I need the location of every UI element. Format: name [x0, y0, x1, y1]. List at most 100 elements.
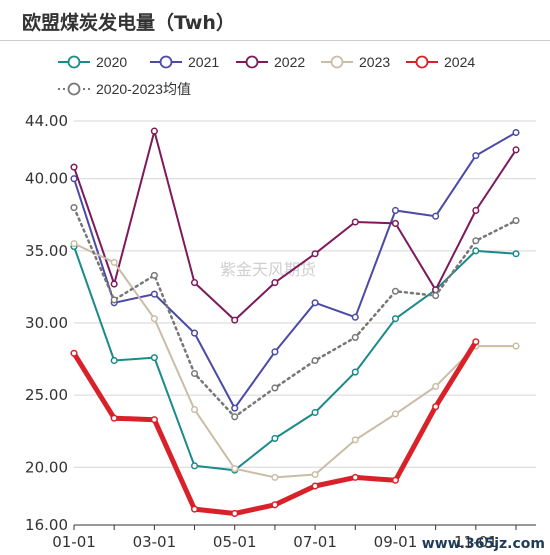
x-tick-label: 03-01 [133, 533, 177, 551]
legend-item-2022: 2022 [236, 54, 305, 70]
data-point-2021 [150, 290, 158, 298]
x-tick-label: 11-01 [454, 533, 498, 551]
legend-item-2023: 2023 [321, 54, 390, 70]
series-2021 [70, 128, 520, 412]
x-tick-label: 01-01 [52, 533, 96, 551]
data-point-2020-2023- [271, 384, 279, 392]
data-point-2020-2023- [110, 296, 118, 304]
series-line-2020 [73, 245, 517, 472]
legend-label: 2022 [274, 54, 305, 70]
data-point-2023 [311, 470, 319, 479]
data-point-2021 [512, 128, 520, 137]
y-tick-label: 40.00 [25, 170, 68, 188]
data-point-2022 [150, 127, 158, 135]
data-point-2020 [110, 356, 118, 365]
axes: 16.00 20.00 25.00 30.00 35.00 40.00 44.00 01-01… [25, 112, 536, 551]
data-point-2022 [231, 316, 239, 324]
series-group [70, 127, 520, 518]
data-point-2024 [150, 416, 158, 424]
data-point-2020 [472, 247, 480, 255]
y-tick-label: 44.00 [25, 112, 68, 130]
data-point-2020-2023- [512, 217, 520, 225]
data-point-2024 [311, 482, 319, 490]
data-point-2020-2023- [472, 237, 480, 245]
data-point-2023 [512, 342, 520, 350]
data-point-2020 [512, 250, 520, 258]
title-divider [0, 40, 550, 41]
legend-marker [67, 55, 81, 69]
data-point-2021 [472, 152, 480, 160]
data-point-2020-2023- [70, 204, 78, 212]
data-point-2023 [110, 258, 118, 266]
data-point-2024 [271, 501, 279, 509]
data-point-2021 [190, 329, 199, 337]
data-point-2024 [432, 403, 440, 411]
legend-marker [245, 55, 259, 69]
legend-marker [415, 55, 429, 69]
data-point-2022 [271, 279, 279, 287]
series-line-2022 [73, 130, 517, 322]
legend-item-2024: 2024 [406, 54, 475, 70]
data-point-2020-2023- [391, 287, 400, 295]
series-2022 [70, 127, 520, 324]
legend-marker [330, 55, 344, 69]
series-line-2023 [73, 242, 517, 479]
data-point-2023 [231, 465, 239, 473]
data-point-2020 [311, 408, 319, 417]
data-point-2020 [391, 315, 400, 323]
data-point-2020-2023- [432, 292, 440, 300]
data-point-2022 [472, 206, 480, 215]
legend-label: 2020 [96, 54, 127, 70]
x-tick-label: 05-01 [213, 533, 257, 551]
legend-label: 2023 [359, 54, 390, 70]
data-point-2021 [432, 212, 440, 220]
data-point-2024 [472, 338, 480, 346]
data-point-2022 [311, 250, 319, 258]
data-point-2024 [190, 505, 199, 513]
data-point-2021 [70, 175, 78, 183]
series-line-2020-2023- [72, 206, 518, 419]
series-line-2024 [71, 339, 479, 516]
data-point-2024 [231, 509, 239, 518]
data-point-2022 [391, 219, 400, 227]
legend-label: 2021 [188, 54, 219, 70]
y-tick-label: 20.00 [25, 458, 68, 476]
data-point-2021 [351, 313, 359, 321]
data-point-2023 [150, 315, 158, 323]
data-point-2020-2023- [150, 271, 158, 279]
watermark: 紫金天风期货 [220, 260, 316, 279]
site-mark: www.365jz.com [422, 536, 545, 552]
data-point-2024 [70, 349, 78, 357]
data-point-2024 [110, 414, 118, 422]
y-tick-label: 35.00 [25, 242, 68, 260]
x-tick-label: 07-01 [293, 533, 337, 551]
data-point-2023 [391, 410, 400, 418]
data-point-2020 [351, 368, 359, 376]
data-point-2023 [70, 240, 78, 248]
legend-label: 2024 [444, 54, 475, 70]
y-tick-label: 25.00 [25, 386, 68, 404]
data-point-2023 [190, 406, 199, 414]
series-line-2021 [73, 131, 517, 410]
data-point-2020-2023- [231, 413, 239, 421]
legend-label: 2020-2023均值 [96, 81, 191, 97]
data-point-2020-2023- [311, 356, 319, 365]
data-point-2021 [271, 348, 279, 356]
data-point-2020-2023- [190, 369, 199, 378]
y-tick-label: 30.00 [25, 314, 68, 332]
data-point-2020 [190, 462, 199, 470]
data-point-2022 [512, 146, 520, 154]
data-point-2023 [351, 436, 359, 444]
legend-item-2021: 2021 [150, 54, 219, 70]
data-point-2020-2023- [351, 333, 359, 341]
data-point-2020 [271, 434, 279, 442]
legend-marker [159, 55, 173, 69]
legend-marker [67, 82, 81, 96]
data-point-2023 [432, 382, 440, 391]
series-2024 [70, 338, 480, 518]
data-point-2021 [231, 404, 239, 412]
data-point-2020 [150, 354, 158, 362]
legend-item-2020: 2020 [58, 54, 127, 70]
data-point-2024 [391, 476, 400, 484]
